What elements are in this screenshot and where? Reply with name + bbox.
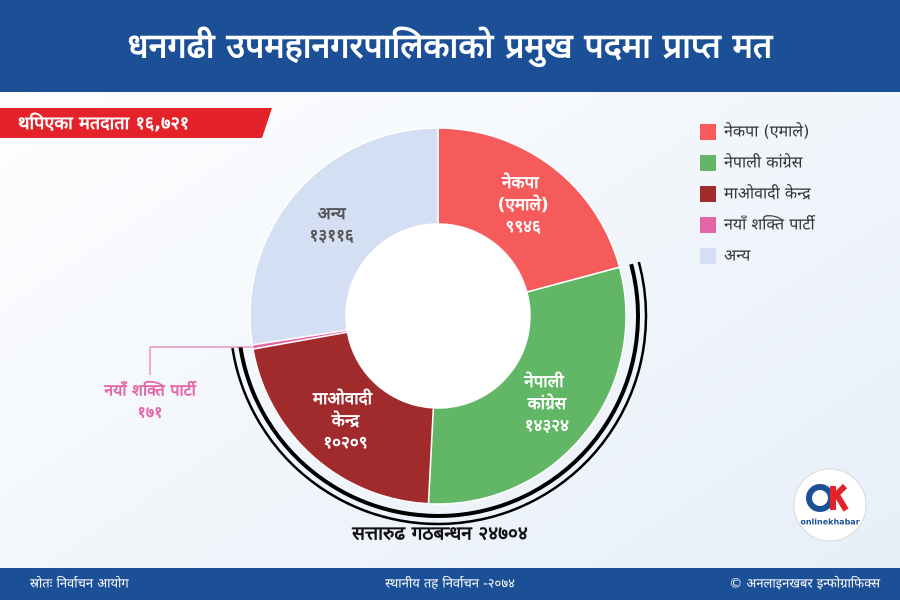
- value-label: १०२०९: [323, 433, 367, 453]
- annotation: सत्तारुढ गठबन्धन २४७०४: [351, 523, 528, 545]
- donut-hole: [346, 224, 530, 408]
- value-label: ९९४६: [506, 217, 542, 237]
- slice-label: माओवादी केन्द्र: [312, 388, 378, 431]
- label-line: नेकपा: [501, 172, 544, 193]
- legend-swatch: [700, 248, 716, 264]
- legend-label: नयाँ शक्ति पार्टी: [724, 215, 815, 234]
- label-line: (एमाले): [498, 194, 549, 215]
- legend-swatch: [700, 124, 716, 140]
- logo-k: [830, 483, 849, 512]
- value-label: १७१: [138, 403, 163, 422]
- subtitle: थपिएका मतदाता १६,७२१: [18, 112, 189, 134]
- footer-source: स्रोतः निर्वाचन आयोग: [30, 576, 129, 592]
- header-band: [0, 0, 900, 92]
- logo-text: onlinekhabar: [800, 518, 859, 527]
- footer-band: [0, 568, 900, 600]
- legend-swatch: [700, 155, 716, 171]
- chart-title: धनगढी उपमहानगरपालिकाको प्रमुख पदमा प्राप…: [128, 26, 774, 68]
- outside-label: नयाँ शक्ति पार्टी: [103, 381, 197, 400]
- leader-line: [149, 346, 253, 376]
- label-line: माओवादी: [312, 388, 378, 409]
- slice-label: नेकपा (एमाले): [498, 172, 549, 215]
- legend-label: नेपाली कांग्रेस: [724, 153, 804, 172]
- legend-swatch: [700, 186, 716, 202]
- subtitle-tag: [0, 108, 272, 138]
- slice-label: नेपाली कांग्रेस: [523, 371, 569, 414]
- legend-label: अन्य: [724, 246, 751, 265]
- footer-credit: © अनलाइनखबर इन्फोग्राफिक्स: [729, 576, 880, 592]
- coalition-ring: [231, 261, 648, 526]
- value-label: १३११६: [310, 226, 354, 246]
- label-line: नेपाली: [523, 371, 569, 392]
- label-line: केन्द्र: [331, 410, 360, 431]
- legend-label: नेकपा (एमाले): [724, 122, 809, 141]
- legend-swatch: [700, 217, 716, 233]
- value-label: १४३२४: [525, 416, 569, 436]
- slice-label: अन्य: [318, 204, 347, 224]
- label-line: अन्य: [318, 204, 347, 224]
- footer-election: स्थानीय तह निर्वाचन -२०७४: [385, 576, 515, 592]
- donut-slice: [427, 266, 627, 505]
- label-line: कांग्रेस: [527, 393, 568, 414]
- coalition-ring: [238, 263, 640, 518]
- legend-label: माओवादी केन्द्र: [724, 184, 811, 203]
